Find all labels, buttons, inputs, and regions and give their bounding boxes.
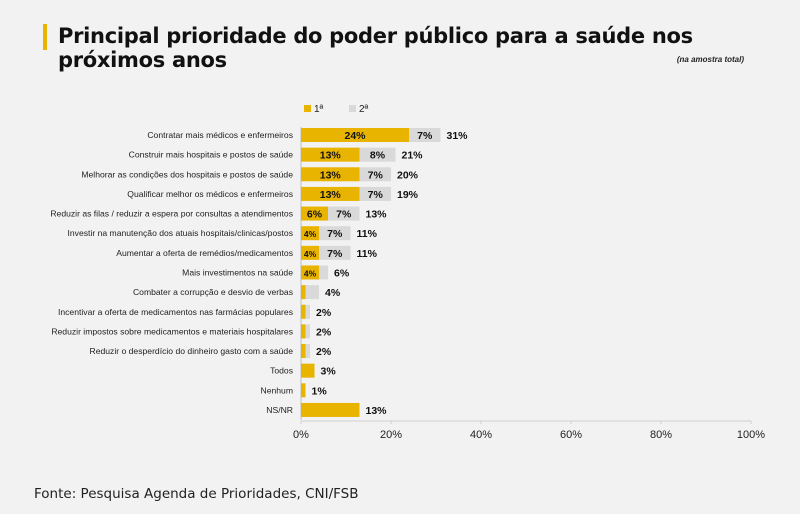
total-value-label: 1% [312,385,328,397]
bar-value-label: 6% [307,209,323,221]
category-label: Reduzir as filas / reduzir a espera por … [50,209,293,219]
legend-label-2: 2ª [359,104,369,115]
total-value-label: 19% [397,189,419,201]
bar-value-label: 7% [327,228,343,240]
total-value-label: 31% [447,130,469,142]
bar-value-label: 7% [368,189,384,201]
category-label: Mais investimentos na saúde [182,267,293,277]
category-label: Todos [270,366,293,376]
chart-subtitle: (na amostra total) [676,55,744,64]
source-note: Fonte: Pesquisa Agenda de Prioridades, C… [34,486,359,502]
bar-value-label: 24% [344,130,366,142]
bar-segment-2 [305,304,310,319]
category-label: Construir mais hospitais e postos de saú… [129,150,294,160]
legend-label-1: 1ª [314,104,324,115]
bar-segment-2 [305,285,319,300]
bar-segment-1 [301,206,328,221]
bar-value-label: 7% [368,169,384,181]
total-value-label: 2% [316,326,332,338]
title-accent-bar [43,24,47,50]
x-tick-label: 60% [560,429,582,441]
x-tick-label: 80% [650,429,672,441]
category-label: Contratar mais médicos e enfermeiros [147,130,293,140]
total-value-label: 13% [366,405,388,417]
bar-value-label: 7% [327,248,343,260]
bar-segment-2 [319,245,351,260]
category-label: Reduzir impostos sobre medicamentos e ma… [51,326,293,336]
bar-segment-2 [359,186,391,201]
bar-segment-2 [328,206,360,221]
bar-value-label: 13% [320,150,342,162]
bar-value-label: 4% [304,268,317,278]
x-tick-label: 0% [293,429,309,441]
bar-value-label: 13% [320,189,342,201]
bar-segment-2 [359,167,391,182]
x-tick-label: 40% [470,429,492,441]
total-value-label: 4% [325,287,341,299]
total-value-label: 2% [316,307,332,319]
category-label: Melhorar as condições dos hospitais e po… [81,169,293,179]
bar-value-label: 13% [320,169,342,181]
total-value-label: 6% [334,267,350,279]
total-value-label: 2% [316,346,332,358]
bar-segment-2 [319,265,328,280]
bar-segment-1 [301,226,319,241]
total-value-label: 3% [321,366,337,378]
category-label: Investir na manutenção dos atuais hospit… [68,228,293,238]
bar-segment-1 [301,147,360,162]
bar-value-label: 7% [336,209,352,221]
category-label: Combater a corrupção e desvio de verbas [133,287,293,297]
bar-value-label: 4% [304,249,317,259]
bar-value-label: 7% [417,130,433,142]
x-tick-label: 100% [737,429,765,441]
total-value-label: 20% [397,169,419,181]
bar-segment-1 [301,285,306,300]
bar-segment-1 [301,402,360,417]
total-value-label: 13% [366,209,388,221]
bar-segment-1 [301,344,306,359]
category-label: NS/NR [266,405,293,415]
page-title: Principal prioridade do poder público pa… [58,24,693,72]
bar-segment-2 [319,226,351,241]
bar-segment-1 [301,383,306,398]
bar-segment-1 [301,324,306,339]
total-value-label: 11% [357,248,378,260]
bar-segment-2 [359,147,396,162]
category-label: Aumentar a oferta de remédios/medicament… [116,248,293,258]
bar-segment-1 [301,186,360,201]
total-value-label: 11% [357,228,378,240]
bar-value-label: 8% [370,150,386,162]
bar-segment-1 [301,265,319,280]
bar-segment-1 [301,304,306,319]
legend-swatch-1 [304,105,311,112]
total-value-label: 21% [402,150,424,162]
category-label: Nenhum [261,385,293,395]
category-label: Reduzir o desperdício do dinheiro gasto … [89,346,293,356]
bar-segment-1 [301,245,319,260]
bar-segment-1 [301,363,315,378]
bar-segment-1 [301,167,360,182]
category-label: Qualificar melhor os médicos e enfermeir… [127,189,293,199]
bar-segment-2 [305,344,310,359]
bar-segment-2 [409,128,441,142]
x-tick-label: 20% [380,429,402,441]
bar-segment-1 [301,128,409,142]
legend-swatch-2 [349,105,356,112]
category-label: Incentivar a oferta de medicamentos nas … [58,307,293,317]
bar-value-label: 4% [304,229,317,239]
bar-segment-2 [305,324,310,339]
